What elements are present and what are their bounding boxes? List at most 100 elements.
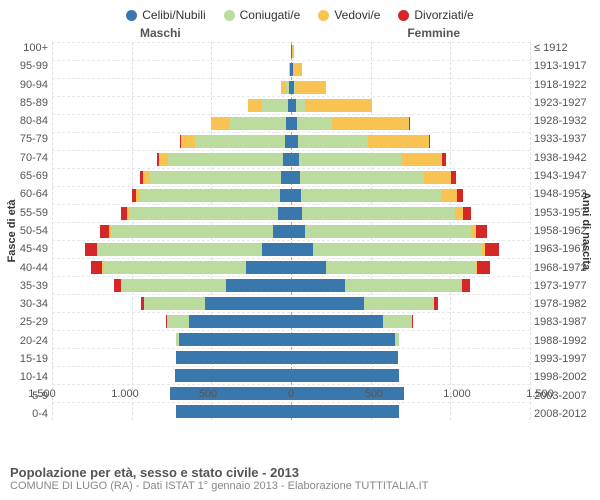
x-tick: 500 [199, 388, 217, 400]
bar-segment [291, 207, 302, 221]
age-tick: 80-84 [10, 115, 48, 127]
bar-segment [441, 189, 457, 203]
bar-segment [291, 297, 364, 311]
age-row [52, 132, 530, 150]
bar-segment [111, 225, 274, 239]
chart-footer: Popolazione per età, sesso e stato civil… [10, 465, 428, 492]
year-tick: 1963-1967 [534, 243, 590, 255]
bar-segment [301, 189, 441, 203]
bar-segment [429, 135, 431, 149]
male-bar [52, 79, 291, 96]
female-bar [291, 97, 530, 114]
female-bar [291, 241, 530, 258]
bar-segment [291, 243, 313, 257]
bar-segment [167, 315, 189, 329]
year-tick: 1938-1942 [534, 152, 590, 164]
x-tick: 500 [365, 388, 383, 400]
x-tick: 0 [288, 388, 294, 400]
legend-item: Coniugati/e [224, 8, 301, 22]
bar-segment [98, 243, 262, 257]
bar-segment [129, 207, 279, 221]
year-tick: 1943-1947 [534, 170, 590, 182]
bar-segment [100, 225, 110, 239]
female-bar [291, 187, 530, 204]
age-tick: 40-44 [10, 262, 48, 274]
bar-segment [305, 225, 471, 239]
bar-segment [248, 99, 262, 113]
bar-segment [280, 189, 291, 203]
male-bar [52, 277, 291, 294]
bar-segment [442, 153, 445, 167]
bar-segment [368, 135, 429, 149]
header-male: Maschi [140, 26, 181, 40]
gender-headers: Maschi Femmine [10, 26, 590, 42]
age-row [52, 402, 530, 420]
male-bar [52, 187, 291, 204]
female-bar [291, 331, 530, 348]
age-row [52, 258, 530, 276]
legend: Celibi/NubiliConiugati/eVedovi/eDivorzia… [10, 8, 590, 22]
bar-segment [140, 189, 280, 203]
year-tick: 1958-1962 [534, 225, 590, 237]
year-tick: 1978-1982 [534, 298, 590, 310]
bar-segment [278, 207, 291, 221]
bar-segment [291, 153, 299, 167]
age-row [52, 78, 530, 96]
female-bar [291, 277, 530, 294]
bar-segment [298, 135, 368, 149]
age-tick: 50-54 [10, 225, 48, 237]
male-bar [52, 259, 291, 276]
age-tick: 15-19 [10, 353, 48, 365]
legend-label: Divorziati/e [414, 8, 473, 22]
bar-segment [121, 279, 226, 293]
bar-segment [476, 225, 487, 239]
x-axis: 1.5001.00050005001.0001.500 [42, 388, 540, 404]
age-row [52, 294, 530, 312]
year-tick: 1923-1927 [534, 97, 590, 109]
male-bar [52, 313, 291, 330]
bar-segment [262, 99, 287, 113]
year-axis: ≤ 19121913-19171918-19221923-19271928-19… [534, 42, 590, 420]
bar-segment [409, 117, 410, 131]
year-tick: 1948-1952 [534, 188, 590, 200]
legend-item: Vedovi/e [318, 8, 380, 22]
bar-segment [292, 45, 294, 59]
age-tick: 20-24 [10, 335, 48, 347]
bar-segment [485, 243, 499, 257]
bar-segment [291, 225, 305, 239]
year-tick: 1918-1922 [534, 79, 590, 91]
female-bar [291, 295, 530, 312]
age-row [52, 366, 530, 384]
footer-subtitle: COMUNE DI LUGO (RA) - Dati ISTAT 1° genn… [10, 480, 428, 492]
age-tick: 10-14 [10, 371, 48, 383]
age-tick: 30-34 [10, 298, 48, 310]
bar-segment [345, 279, 461, 293]
bar-segment [293, 63, 302, 77]
male-bar [52, 205, 291, 222]
bar-segment [364, 297, 434, 311]
age-tick: 95-99 [10, 60, 48, 72]
bar-segment [296, 99, 306, 113]
age-axis: 100+95-9990-9485-8980-8475-7970-7465-696… [10, 42, 48, 420]
female-bar [291, 169, 530, 186]
age-row [52, 168, 530, 186]
bar-segment [291, 171, 300, 185]
female-bar [291, 349, 530, 366]
footer-title: Popolazione per età, sesso e stato civil… [10, 465, 428, 480]
bar-segment [144, 297, 205, 311]
bar-segment [262, 243, 291, 257]
age-row [52, 222, 530, 240]
bar-segment [273, 225, 291, 239]
female-bar [291, 133, 530, 150]
year-tick: ≤ 1912 [534, 42, 590, 54]
age-tick: 70-74 [10, 152, 48, 164]
bar-segment [477, 261, 490, 275]
age-row [52, 276, 530, 294]
year-tick: 1928-1932 [534, 115, 590, 127]
bar-segment [332, 117, 408, 131]
bar-segment [291, 333, 395, 347]
bar-segment [291, 351, 398, 365]
age-tick: 60-64 [10, 188, 48, 200]
year-tick: 2008-2012 [534, 408, 590, 420]
male-bar [52, 169, 291, 186]
